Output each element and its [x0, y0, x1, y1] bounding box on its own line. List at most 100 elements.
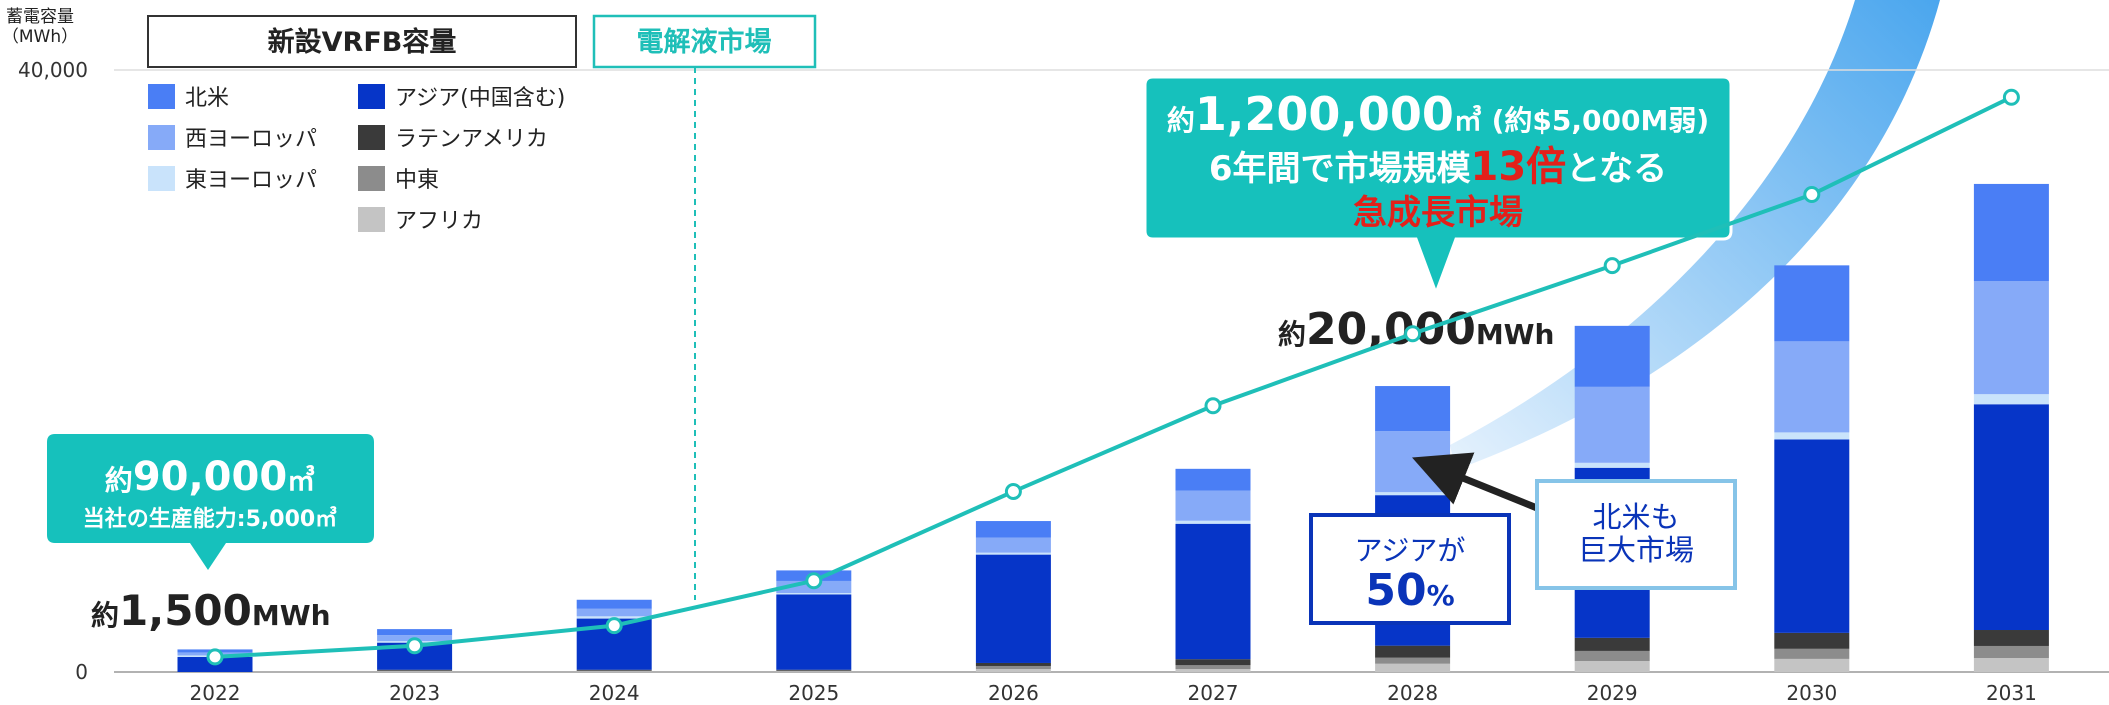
callout-box	[1309, 513, 1511, 625]
bar-segment	[576, 669, 652, 671]
callout-box	[1535, 479, 1737, 590]
callout	[1143, 75, 1733, 298]
legend-swatch	[358, 166, 385, 191]
bar-segment	[1774, 648, 1850, 659]
bar-group-box	[147, 15, 577, 68]
legend-swatch	[358, 207, 385, 232]
bar-segment	[1574, 650, 1650, 662]
bar-segment	[377, 670, 453, 672]
annotation: 約1,500MWh	[91, 586, 331, 635]
bar-segment	[1375, 492, 1451, 496]
bar-segment	[1973, 394, 2049, 405]
line-marker	[1404, 325, 1422, 343]
bar-segment	[1973, 630, 2049, 646]
pointer-arrow	[1412, 452, 1539, 512]
bar-segment	[1175, 490, 1251, 521]
bar-segment	[1973, 645, 2049, 659]
callout	[47, 434, 374, 570]
legend-swatch	[148, 125, 175, 150]
bar-segment	[975, 665, 1051, 669]
legend-label: 東ヨーロッパ	[185, 168, 317, 193]
bar-segment	[1774, 658, 1850, 672]
bar-segment	[1175, 523, 1251, 660]
bar-segment	[1574, 661, 1650, 672]
bar-segment	[776, 669, 852, 671]
x-tick-label: 2027	[1188, 681, 1239, 705]
bar-segment	[776, 592, 852, 595]
y-axis-label: （MWh）	[2, 27, 78, 47]
legend-label: 北米	[185, 86, 229, 111]
annotation: 6年間で市場規模13倍となる	[1209, 144, 1667, 190]
legend-label: 中東	[395, 168, 439, 193]
bar-segment	[975, 537, 1051, 553]
bar-segment	[975, 554, 1051, 663]
annotation: 約20,000MWh	[1278, 304, 1555, 355]
bar-segment	[975, 662, 1051, 666]
bar-segment	[1175, 520, 1251, 524]
annotation: アジアが	[1355, 534, 1466, 567]
x-tick-label: 2030	[1786, 681, 1837, 705]
bar-segment	[1574, 462, 1650, 468]
x-tick-label: 2025	[788, 681, 839, 705]
bar-segment	[1973, 404, 2049, 631]
legend-swatch	[358, 84, 385, 109]
bar-segment	[1774, 439, 1850, 633]
bar-segment	[1574, 325, 1650, 387]
bar-segment	[576, 599, 652, 609]
bar-segment	[576, 671, 652, 672]
x-tick-label: 2031	[1986, 681, 2037, 705]
line-marker	[206, 648, 224, 666]
y-axis-label: 蓄電容量	[6, 7, 74, 27]
bar-segment	[776, 670, 852, 672]
x-tick-label: 2026	[988, 681, 1039, 705]
line-marker	[805, 572, 823, 590]
bar-segment	[1774, 432, 1850, 440]
legend-label: アジア(中国含む)	[395, 86, 565, 111]
legend-label: アフリカ	[395, 209, 483, 234]
bar-segment	[576, 608, 652, 617]
line	[214, 95, 2013, 659]
x-tick-label: 2024	[589, 681, 640, 705]
bar-segment	[576, 670, 652, 672]
line-marker	[1004, 483, 1022, 501]
bar-segment	[1774, 265, 1850, 342]
bar-segment	[1175, 665, 1251, 669]
legend-swatch	[148, 166, 175, 191]
legend-swatch	[148, 84, 175, 109]
x-tick-label: 2028	[1387, 681, 1438, 705]
bar-segment	[377, 671, 453, 672]
bar-segment	[975, 552, 1051, 555]
line-marker	[1204, 397, 1222, 415]
bar-segment	[1774, 632, 1850, 649]
annotation: 急成長市場	[1353, 193, 1523, 233]
bar-segment	[1574, 386, 1650, 463]
bar-segment	[1175, 659, 1251, 666]
line-legend-label: 電解液市場	[637, 26, 772, 58]
annotation: 当社の生産能力:5,000㎥	[83, 506, 337, 532]
bar-segment	[1175, 468, 1251, 491]
bar-segment	[1973, 183, 2049, 282]
y-tick-label: 0	[75, 660, 88, 684]
bar-segment	[975, 521, 1051, 538]
bar-segment	[1973, 281, 2049, 395]
bar-segment	[377, 669, 453, 671]
bar-segment	[1375, 657, 1451, 664]
bar-segment	[1375, 663, 1451, 672]
line-marker	[605, 617, 623, 635]
annotation: 約1,200,000㎥ (約$5,000M弱)	[1167, 87, 1709, 141]
annotation: 約90,000㎥	[105, 454, 315, 500]
line-marker	[1803, 186, 1821, 204]
line-marker	[406, 637, 424, 655]
bar-segment	[1973, 658, 2049, 672]
line-legend-box	[592, 14, 817, 69]
bar-group-label: 新設VRFB容量	[268, 26, 457, 58]
y-tick-label: 40,000	[18, 58, 88, 82]
annotation: 巨大市場	[1578, 533, 1694, 567]
line-marker	[2002, 88, 2020, 106]
annotation: 50%	[1365, 565, 1454, 616]
annotation: 北米も	[1592, 500, 1679, 534]
bar-segment	[975, 668, 1051, 672]
legend-label: ラテンアメリカ	[395, 127, 548, 152]
